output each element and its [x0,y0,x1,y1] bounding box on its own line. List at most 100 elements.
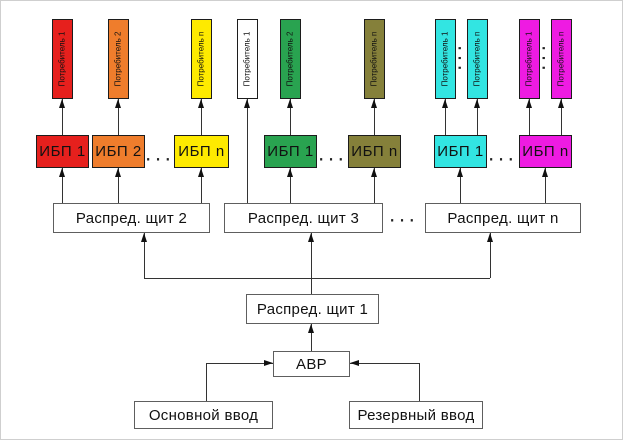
connector-line [247,99,248,203]
connector-line [545,168,546,203]
consumer-group2-2: Потребитель 2 [280,19,301,99]
ups-group1-1-label: ИБП 1 [39,143,86,160]
arrowhead-up-icon [486,233,493,242]
horizontal-ellipsis: ... [144,149,174,165]
consumer-group1-1: Потребитель 1 [52,19,73,99]
arrowhead-up-icon [526,99,532,108]
ups-group3-1-label: ИБП 1 [437,143,484,160]
main-input-label: Основной ввод [148,406,259,424]
connector-line [62,99,63,135]
consumer-group2-n-label: Потребитель n [369,31,379,87]
connector-line [144,277,490,279]
arrowhead-up-icon [308,233,314,242]
consumer-group3a-n-label: Потребитель n [472,31,482,87]
connector-line [201,99,202,135]
connector-line [290,99,291,135]
ups-group1-2: ИБП 2 [92,135,145,168]
arrowhead-up-icon [115,99,121,108]
connector-line [311,233,312,278]
consumer-group1-2-label: Потребитель 2 [113,31,123,87]
consumer-group2-n: Потребитель n [364,19,385,99]
arrowhead-up-icon [59,168,65,177]
arrowhead-up-icon [442,99,448,108]
arrowhead-up-icon [474,99,480,108]
distribution-board-3-label: Распред. щит 3 [247,209,360,227]
connector-line [143,233,145,278]
horizontal-ellipsis: ... [388,210,418,226]
arrowhead-up-icon [371,168,377,177]
consumer-group3b-n-label: Потребитель n [556,31,566,87]
arrowhead-up-icon [115,168,121,177]
connector-line [350,362,419,364]
arrowhead-up-icon [198,168,204,177]
connector-line [374,99,375,135]
arrowhead-up-icon [287,168,293,177]
consumer-group2-1: Потребитель 1 [237,19,258,99]
connector-line [460,168,461,203]
consumer-group2-1-label: Потребитель 1 [242,31,252,87]
consumer-group1-1-label: Потребитель 1 [57,31,67,87]
connector-line [477,99,478,135]
connector-line [561,99,562,135]
ups-group2-n-label: ИБП n [351,143,398,160]
connector-line [290,168,291,203]
arrowhead-right-icon [264,359,273,366]
consumer-group3a-1-label: Потребитель 1 [440,31,450,87]
consumer-group3b-1-label: Потребитель 1 [524,31,534,87]
arrowhead-up-icon [308,324,314,333]
connector-line [201,168,202,203]
connector-line [311,324,312,351]
connector-line [206,362,273,364]
ups-group1-n: ИБП n [174,135,229,168]
arrowhead-up-icon [542,168,548,177]
arrowhead-up-icon [59,99,65,108]
arrowhead-up-icon [558,99,564,108]
vertical-ellipsis: ... [454,44,469,74]
consumer-group3b-1: Потребитель 1 [519,19,540,99]
ups-group1-1: ИБП 1 [36,135,89,168]
consumer-group3b-n: Потребитель n [551,19,572,99]
arrowhead-up-icon [198,99,204,108]
connector-line [118,168,119,203]
distribution-board-2-label: Распред. щит 2 [75,209,188,227]
reserve-input: Резервный ввод [349,401,483,429]
distribution-board-1-label: Распред. щит 1 [256,300,369,318]
arrowhead-up-icon [244,99,250,108]
distribution-board-n-label: Распред. щит n [447,209,559,227]
connector-line [529,99,530,135]
arrowhead-up-icon [140,233,147,242]
connector-line [205,363,207,401]
avr-switch: АВР [273,351,350,377]
ups-group3-n-label: ИБП n [522,143,569,160]
distribution-board-1: Распред. щит 1 [246,294,379,324]
connector-line [311,278,312,294]
consumer-group1-n-label: Потребитель n [196,31,206,87]
arrowhead-up-icon [457,168,463,177]
consumer-group3a-1: Потребитель 1 [435,19,456,99]
connector-line [445,99,446,135]
distribution-board-2: Распред. щит 2 [53,203,210,233]
ups-group3-1: ИБП 1 [434,135,487,168]
arrowhead-left-icon [350,359,359,366]
avr-switch-label: АВР [296,355,327,373]
arrowhead-up-icon [287,99,293,108]
consumer-group1-n: Потребитель n [191,19,212,99]
distribution-board-3: Распред. щит 3 [224,203,383,233]
connector-line [418,363,420,401]
arrowhead-up-icon [371,99,377,108]
ups-group3-n: ИБП n [519,135,572,168]
ups-group2-1-label: ИБП 1 [267,143,314,160]
horizontal-ellipsis: ... [487,149,517,165]
consumer-group1-2: Потребитель 2 [108,19,129,99]
ups-group1-2-label: ИБП 2 [95,143,142,160]
consumer-group3a-n: Потребитель n [467,19,488,99]
connector-line [489,233,491,278]
ups-group2-1: ИБП 1 [264,135,317,168]
ups-group2-n: ИБП n [348,135,401,168]
vertical-ellipsis: ... [538,44,553,74]
consumer-group2-2-label: Потребитель 2 [285,31,295,87]
ups-group1-n-label: ИБП n [178,143,225,160]
connector-line [62,168,63,203]
horizontal-ellipsis: ... [317,149,347,165]
